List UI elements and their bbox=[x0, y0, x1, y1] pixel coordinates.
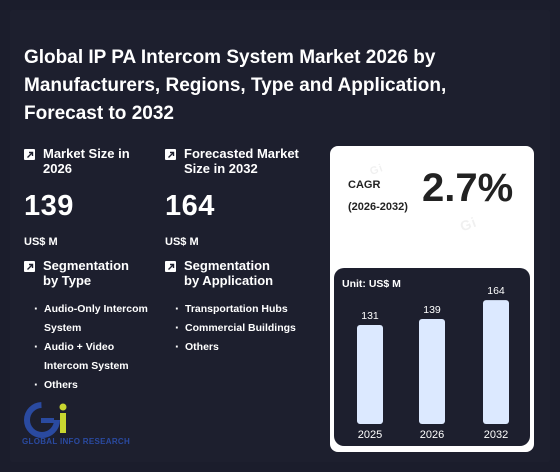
x-tick-label: 2032 bbox=[484, 429, 508, 441]
gi-logo-icon bbox=[22, 402, 82, 438]
company-logo: GLOBAL INFO RESEARCH bbox=[22, 402, 142, 452]
metric-value: 164 bbox=[165, 190, 314, 223]
metric-label: Forecasted Market Size in 2032 bbox=[184, 146, 314, 176]
segment-list: Audio-Only Intercom System Audio + Video… bbox=[34, 300, 154, 395]
list-item: Commercial Buildings bbox=[175, 319, 325, 338]
metric-value: 139 bbox=[24, 190, 143, 223]
metric-market-size-2026: Market Size in 2026 139 US$ M bbox=[24, 146, 143, 248]
cagr-value: 2.7% bbox=[422, 166, 513, 211]
bar-chart: Unit: US$ M 131 2025 139 2026 164 2032 bbox=[334, 268, 530, 446]
list-item: Transportation Hubs bbox=[175, 300, 325, 319]
page-title: Global IP PA Intercom System Market 2026… bbox=[24, 44, 484, 128]
logo-text: GLOBAL INFO RESEARCH bbox=[22, 437, 130, 446]
metric-forecast-2032: Forecasted Market Size in 2032 164 US$ M bbox=[165, 146, 314, 248]
arrow-up-right-icon bbox=[165, 261, 176, 272]
arrow-up-right-icon bbox=[165, 149, 176, 160]
segmentation-by-application: Segmentation by Application Transportati… bbox=[165, 258, 325, 357]
bar-2032 bbox=[483, 300, 509, 424]
list-item: Audio-Only Intercom System bbox=[34, 300, 154, 338]
segment-label: Segmentation by Application bbox=[184, 258, 284, 288]
segment-list: Transportation Hubs Commercial Buildings… bbox=[175, 300, 325, 357]
watermark-graphic: Gi bbox=[458, 214, 479, 235]
list-item: Others bbox=[175, 338, 325, 357]
cagr-label-line2: (2026-2032) bbox=[348, 196, 408, 218]
segmentation-by-type: Segmentation by Type Audio-Only Intercom… bbox=[24, 258, 154, 395]
metric-unit: US$ M bbox=[165, 236, 314, 248]
bar-chart-svg: 131 2025 139 2026 164 2032 bbox=[334, 268, 530, 446]
cagr-label-line1: CAGR bbox=[348, 174, 408, 196]
list-item: Others bbox=[34, 376, 154, 395]
metric-unit: US$ M bbox=[24, 236, 143, 248]
cagr-label: CAGR (2026-2032) bbox=[348, 174, 408, 218]
bar-value-label: 131 bbox=[361, 310, 379, 322]
bar-2025 bbox=[357, 325, 383, 424]
arrow-up-right-icon bbox=[24, 261, 35, 272]
bar-value-label: 139 bbox=[423, 304, 441, 316]
list-item: Audio + Video Intercom System bbox=[34, 338, 154, 376]
metric-label: Market Size in 2026 bbox=[43, 146, 143, 176]
x-tick-label: 2025 bbox=[358, 429, 382, 441]
bar-2026 bbox=[419, 319, 445, 424]
arrow-up-right-icon bbox=[24, 149, 35, 160]
x-tick-label: 2026 bbox=[420, 429, 444, 441]
cagr-card: Gi Gi CAGR (2026-2032) 2.7% Unit: US$ M … bbox=[330, 146, 534, 452]
segment-label: Segmentation by Type bbox=[43, 258, 138, 288]
bar-value-label: 164 bbox=[487, 285, 505, 297]
